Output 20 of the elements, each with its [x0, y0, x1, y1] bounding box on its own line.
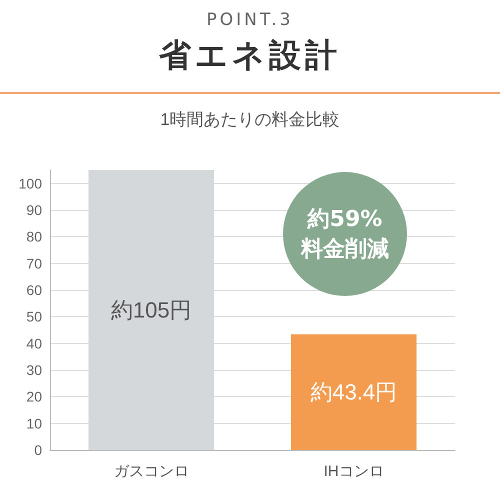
y-tick-label: 20	[26, 388, 42, 405]
y-tick-label: 50	[26, 308, 42, 325]
chart-title: POINT.3	[206, 9, 294, 30]
y-tick-label: 30	[26, 362, 42, 378]
y-tick-label: 40	[26, 335, 42, 352]
speech-bubble: 約59% 料金削減	[283, 172, 407, 296]
y-tick-label: 80	[26, 228, 42, 245]
y-tick-label: 70	[26, 255, 42, 272]
y-tick-label: 100	[18, 175, 42, 192]
y-tick-label: 0	[34, 442, 42, 458]
x-tick-label: ガスコンロ	[114, 463, 189, 480]
x-tick-label: IHコンロ	[324, 463, 384, 480]
data-label: 約105円	[110, 298, 192, 322]
chart-subtitle: 省エネ設計	[158, 35, 342, 76]
y-tick-label: 10	[26, 415, 42, 432]
annotation: 約59% 料金削減	[301, 206, 389, 264]
x-axis-title: 1時間あたりの料金比較	[160, 110, 340, 129]
y-tick-label: 90	[26, 202, 42, 218]
y-tick-label: 60	[26, 282, 42, 298]
data-label: 約43.4円	[310, 380, 398, 405]
